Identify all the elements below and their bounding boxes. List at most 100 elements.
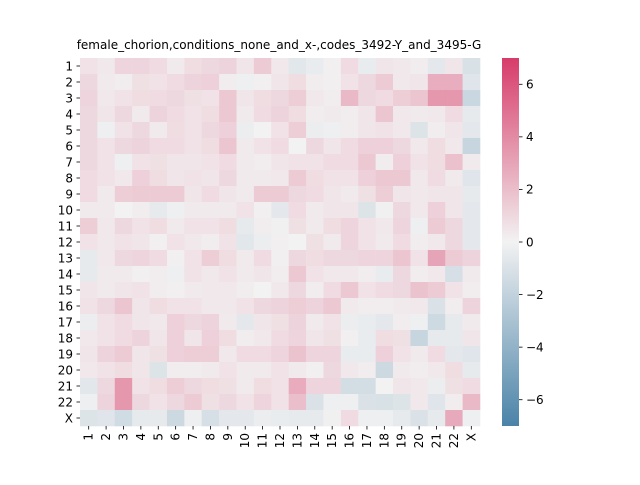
heatmap-cell <box>149 170 168 187</box>
heatmap-cell <box>201 90 220 107</box>
heatmap-cell <box>219 138 237 155</box>
heatmap-cell <box>340 58 359 75</box>
x-tick-label: 6 <box>169 433 183 441</box>
heatmap-cell <box>201 138 220 155</box>
heatmap-cell <box>288 90 307 107</box>
heatmap-cell <box>340 186 359 203</box>
heatmap-cell <box>393 74 411 91</box>
heatmap-cell <box>236 58 255 75</box>
heatmap-cell <box>306 410 324 427</box>
heatmap-cell <box>219 106 237 123</box>
y-tick-label: 11 <box>58 219 73 233</box>
y-tick-label: 10 <box>58 203 73 217</box>
heatmap-cell <box>306 106 324 123</box>
x-tick-label: 4 <box>134 433 148 441</box>
heatmap-cell <box>201 394 220 411</box>
heatmap-cell <box>462 202 481 219</box>
heatmap-cell <box>288 250 307 267</box>
x-tick-label: 12 <box>273 433 287 448</box>
heatmap-cell <box>306 362 324 379</box>
heatmap-cell <box>201 74 220 91</box>
heatmap-cell <box>97 202 116 219</box>
heatmap-cell <box>236 154 255 171</box>
heatmap-cell <box>306 58 324 75</box>
x-tick-label: 5 <box>151 433 165 441</box>
heatmap-cell <box>253 122 272 139</box>
heatmap-cell <box>288 330 307 347</box>
heatmap-cell <box>410 202 429 219</box>
heatmap-cell <box>253 202 272 219</box>
heatmap-cell <box>410 330 429 347</box>
heatmap-cell <box>340 250 359 267</box>
heatmap-cell <box>323 394 342 411</box>
y-tick-label: 19 <box>58 347 73 361</box>
heatmap-cell <box>80 410 98 427</box>
heatmap-cell <box>288 218 307 235</box>
heatmap-cell <box>445 298 463 315</box>
heatmap-cell <box>375 410 394 427</box>
x-tick-label: 7 <box>186 433 200 441</box>
heatmap-cell <box>166 234 185 251</box>
heatmap-cell <box>358 282 376 299</box>
heatmap-cell <box>236 186 255 203</box>
heatmap-cell <box>393 234 411 251</box>
heatmap-cell <box>114 394 133 411</box>
heatmap-cell <box>97 394 116 411</box>
y-tick-label: 18 <box>58 331 73 345</box>
heatmap-cell <box>306 314 324 331</box>
heatmap-cell <box>393 314 411 331</box>
heatmap-cell <box>271 346 289 363</box>
heatmap-cell <box>306 186 324 203</box>
heatmap-cell <box>149 234 168 251</box>
heatmap-cell <box>236 202 255 219</box>
heatmap-cell <box>323 218 342 235</box>
heatmap-cell <box>166 410 185 427</box>
heatmap-cell <box>445 266 463 283</box>
heatmap-cell <box>114 186 133 203</box>
heatmap-cell <box>323 250 342 267</box>
heatmap-cell <box>462 298 481 315</box>
heatmap-cell <box>340 138 359 155</box>
heatmap-cell <box>114 74 133 91</box>
heatmap-cell <box>410 186 429 203</box>
heatmap-cell <box>149 202 168 219</box>
heatmap-cell <box>166 122 185 139</box>
heatmap-cells <box>80 58 481 427</box>
heatmap-cell <box>149 138 168 155</box>
heatmap-cell <box>149 106 168 123</box>
heatmap-cell <box>288 138 307 155</box>
heatmap-cell <box>306 346 324 363</box>
heatmap-cell <box>306 250 324 267</box>
heatmap-cell <box>149 282 168 299</box>
heatmap-cell <box>340 202 359 219</box>
heatmap-cell <box>271 410 289 427</box>
heatmap-cell <box>80 266 98 283</box>
heatmap-cell <box>166 394 185 411</box>
heatmap-cell <box>323 346 342 363</box>
heatmap-cell <box>393 202 411 219</box>
heatmap-cell <box>80 138 98 155</box>
x-tick-label: 22 <box>447 433 461 448</box>
heatmap-cell <box>184 250 203 267</box>
colorbar-gradient <box>502 58 519 426</box>
colorbar: −6 −4 −2 0 2 4 6 <box>502 58 544 426</box>
heatmap-cell <box>410 106 429 123</box>
y-tick-label: 3 <box>65 91 73 105</box>
heatmap-cell <box>236 410 255 427</box>
heatmap-cell <box>323 362 342 379</box>
heatmap-cell <box>236 394 255 411</box>
heatmap-cell <box>253 186 272 203</box>
heatmap-cell <box>393 138 411 155</box>
heatmap-cell <box>323 74 342 91</box>
heatmap-cell <box>410 250 429 267</box>
heatmap-cell <box>236 218 255 235</box>
heatmap-cell <box>427 362 446 379</box>
heatmap-cell <box>358 218 376 235</box>
heatmap-cell <box>166 90 185 107</box>
heatmap-cell <box>166 202 185 219</box>
heatmap-cell <box>445 186 463 203</box>
heatmap-cell <box>166 266 185 283</box>
heatmap-cell <box>166 58 185 75</box>
heatmap-cell <box>201 234 220 251</box>
heatmap-cell <box>375 90 394 107</box>
